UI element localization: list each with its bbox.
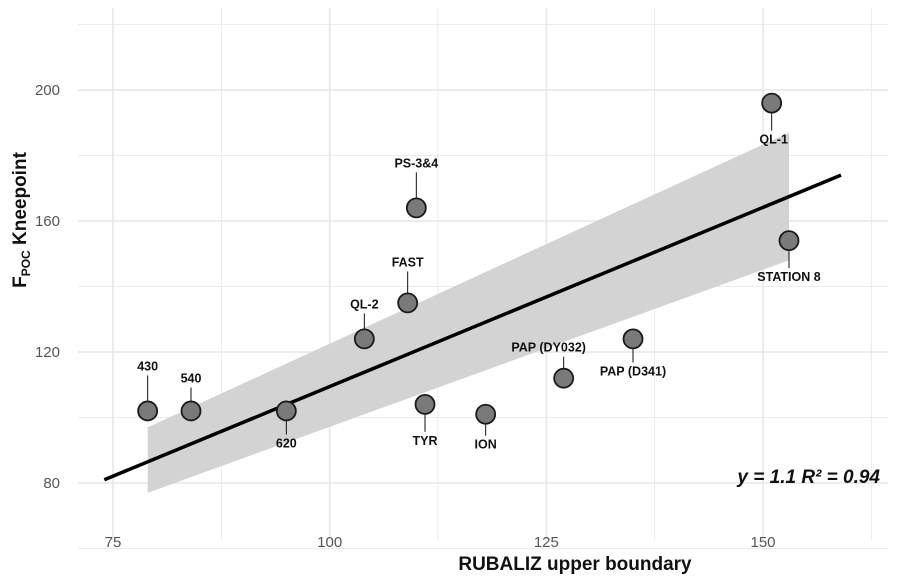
y-tick-label: 160	[35, 213, 60, 230]
data-point	[761, 92, 783, 114]
x-tick-label: 75	[105, 534, 122, 551]
fit-line-layer	[103, 173, 842, 482]
data-point	[622, 328, 644, 350]
x-tick-label: 150	[750, 534, 775, 551]
data-point	[553, 367, 575, 389]
point-label: QL-1	[759, 133, 788, 147]
point-label: ION	[475, 438, 497, 452]
y-tick-label: 200	[35, 82, 60, 99]
y-axis-title: FPOC Kneepoint	[10, 151, 33, 287]
point-label: STATION 8	[757, 270, 820, 284]
x-tick-label: 125	[534, 534, 559, 551]
y-axis-title-subscript: POC	[19, 250, 33, 276]
y-tick-label: 120	[35, 344, 60, 361]
point-label: PS-3&4	[394, 156, 438, 170]
data-point	[778, 230, 800, 252]
point-label: PAP (D341)	[600, 364, 666, 378]
point-label: TYR	[413, 434, 438, 448]
point-label: 620	[276, 436, 297, 450]
y-tick-label: 80	[43, 475, 60, 492]
point-label: 540	[181, 371, 202, 385]
data-point	[180, 400, 202, 422]
regression-line	[103, 173, 842, 482]
y-axis-title-main: F	[10, 276, 31, 288]
tick-labels: 75 100 125 150 80 120 160 200	[35, 82, 776, 551]
data-points	[137, 92, 800, 425]
confidence-band-layer	[147, 132, 789, 493]
y-axis-title-rest: Kneepoint	[10, 151, 31, 250]
point-label: PAP (DY032)	[511, 341, 586, 355]
point-labels: 430 540 620 QL-2 FAST PS-3&4 TYR ION PAP (DY032)…	[137, 133, 821, 452]
leader-lines	[147, 112, 790, 436]
point-label: FAST	[392, 255, 424, 269]
data-point	[353, 328, 375, 350]
data-point	[137, 400, 159, 422]
x-tick-label: 100	[317, 534, 342, 551]
data-point	[275, 400, 297, 422]
point-label: QL-2	[350, 297, 379, 311]
confidence-band	[147, 132, 789, 493]
data-point	[397, 292, 419, 314]
point-label: 430	[137, 359, 158, 373]
regression-annotation: y = 1.1 R² = 0.94	[736, 467, 880, 488]
data-point	[414, 393, 436, 415]
data-point	[405, 197, 427, 219]
x-axis-title: RUBALIZ upper boundary	[458, 554, 692, 575]
data-point	[475, 403, 497, 425]
